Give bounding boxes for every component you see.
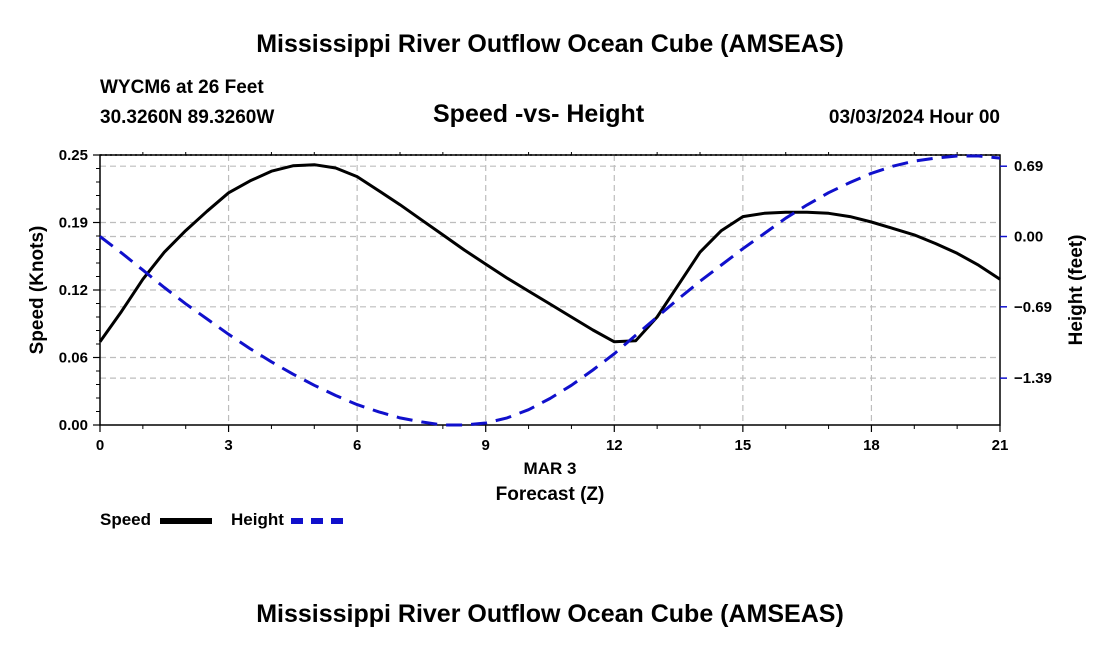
x-axis-date-label: MAR 3 <box>524 459 577 478</box>
x-tick-label: 6 <box>353 437 361 454</box>
series-layer <box>98 154 1001 427</box>
y-right-tick-label: 0.69 <box>1014 158 1043 175</box>
x-tick-label: 21 <box>992 437 1009 454</box>
legend-height-label: Height <box>231 510 284 529</box>
grid-layer <box>100 155 1000 425</box>
y-right-tick-label: −0.69 <box>1014 299 1052 316</box>
chart-subtitle: Speed -vs- Height <box>433 100 645 128</box>
legend-height-swatch <box>291 518 343 524</box>
x-tick-label: 15 <box>735 437 752 454</box>
label-layer: Speed (Knots) Height (feet) MAR 3 Foreca… <box>27 147 1087 505</box>
y-left-tick-label: 0.12 <box>59 282 88 299</box>
y-left-tick-label: 0.25 <box>59 147 88 164</box>
y-right-tick-label: 0.00 <box>1014 229 1043 246</box>
footer-title: Mississippi River Outflow Ocean Cube (AM… <box>256 600 844 628</box>
x-axis-title: Forecast (Z) <box>496 484 605 505</box>
y-left-tick-label: 0.00 <box>59 417 88 434</box>
x-tick-label: 0 <box>96 437 104 454</box>
x-tick-label: 9 <box>482 437 490 454</box>
speed-series-line <box>98 163 1001 344</box>
x-tick-label: 18 <box>863 437 880 454</box>
y-right-axis-title: Height (feet) <box>1066 235 1087 346</box>
station-label: WYCM6 at 26 Feet <box>100 77 264 98</box>
x-tick-label: 3 <box>224 437 232 454</box>
coordinates-label: 30.3260N 89.3260W <box>100 107 275 128</box>
forecast-datetime: 03/03/2024 Hour 00 <box>828 107 1000 128</box>
y-right-tick-label: −1.39 <box>1014 370 1052 387</box>
axis-layer <box>93 152 1007 432</box>
x-tick-label: 12 <box>606 437 623 454</box>
y-left-axis-title: Speed (Knots) <box>27 226 48 355</box>
y-left-tick-label: 0.19 <box>59 215 88 232</box>
legend-speed-swatch <box>160 518 212 524</box>
height-series-line <box>99 154 1001 427</box>
legend-speed-label: Speed <box>100 510 152 529</box>
y-left-tick-label: 0.06 <box>59 350 88 367</box>
main-title: Mississippi River Outflow Ocean Cube (AM… <box>256 30 844 58</box>
